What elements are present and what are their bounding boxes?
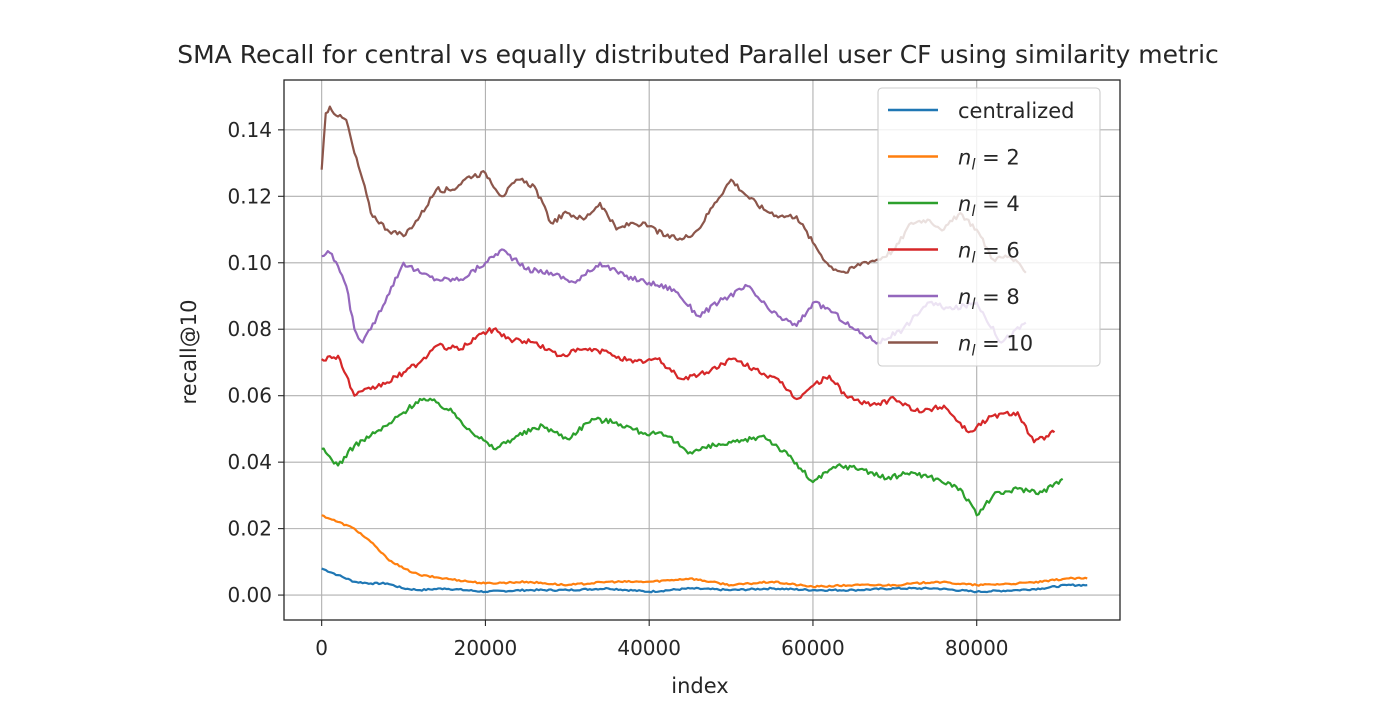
x-tick-label: 40000 bbox=[617, 636, 681, 660]
series-line bbox=[321, 397, 1064, 517]
series-line bbox=[321, 567, 1088, 594]
x-tick-label: 20000 bbox=[454, 636, 518, 660]
legend-label: nl = 8 bbox=[958, 285, 1020, 313]
legend-label: nl = 10 bbox=[958, 332, 1033, 360]
y-tick-label: 0.12 bbox=[227, 184, 272, 208]
x-tick-label: 0 bbox=[315, 636, 328, 660]
y-tick-label: 0.00 bbox=[227, 583, 272, 607]
y-axis-label: recall@10 bbox=[177, 300, 201, 405]
y-tick-label: 0.06 bbox=[227, 384, 272, 408]
series-lines bbox=[320, 105, 1088, 594]
legend-label: nl = 4 bbox=[958, 192, 1020, 220]
chart-title: SMA Recall for central vs equally distri… bbox=[177, 40, 1219, 69]
y-tick-label: 0.04 bbox=[227, 450, 272, 474]
series-line bbox=[321, 514, 1088, 589]
legend-box bbox=[877, 87, 1101, 367]
plot-frame bbox=[283, 79, 1121, 621]
legend-label: nl = 6 bbox=[958, 239, 1020, 267]
x-tick-label: 60000 bbox=[781, 636, 845, 660]
y-tick-label: 0.10 bbox=[227, 251, 272, 275]
legend: centralized nl = 2 nl = 4 nl = 6 nl = 8 nl = … bbox=[877, 87, 1101, 367]
axis-ticks: 0 20000 40000 60000 80000 0.00 0.02 0.04 0.06 0.0… bbox=[227, 118, 1008, 660]
y-tick-label: 0.08 bbox=[227, 317, 272, 341]
x-axis-label: index bbox=[671, 674, 728, 698]
y-tick-label: 0.14 bbox=[227, 118, 272, 142]
y-tick-label: 0.02 bbox=[227, 517, 272, 541]
series-line bbox=[321, 327, 1056, 444]
legend-label: centralized bbox=[958, 99, 1074, 123]
legend-label: nl = 2 bbox=[958, 146, 1020, 174]
x-tick-label: 80000 bbox=[945, 636, 1009, 660]
